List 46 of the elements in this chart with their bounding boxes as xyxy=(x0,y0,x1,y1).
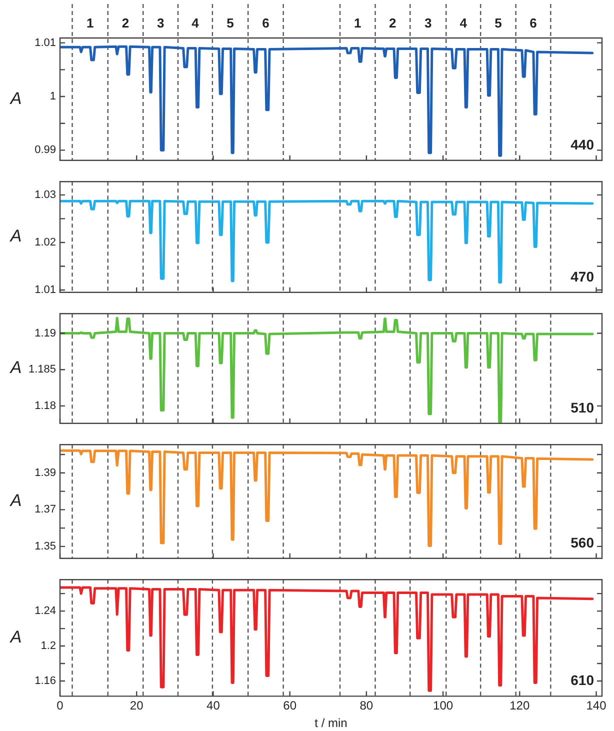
y-tick-label: 1.16 xyxy=(34,675,56,688)
x-tick-label: 0 xyxy=(56,698,64,713)
text: 1 xyxy=(86,16,94,31)
y-axis-title: A xyxy=(9,358,22,378)
x-axis-title: t / min xyxy=(314,716,348,730)
y-axis-title: A xyxy=(9,628,22,647)
text: 5 xyxy=(226,16,234,31)
text: 5 xyxy=(494,16,502,31)
text: 560 xyxy=(570,534,594,550)
text: 1 xyxy=(354,16,362,31)
x-tick-label: 60 xyxy=(283,698,297,713)
y-tick-label: 1.185 xyxy=(28,364,56,376)
text: 2 xyxy=(122,16,130,31)
y-tick-label: 1 xyxy=(50,90,56,103)
y-axis-title: A xyxy=(9,491,22,510)
y-axis-title: A xyxy=(9,226,22,246)
y-tick-label: 1.35 xyxy=(34,540,56,552)
y-tick-label: 1.03 xyxy=(34,188,56,201)
y-tick-label: 1.37 xyxy=(34,504,56,516)
x-tick-label: 100 xyxy=(433,698,454,713)
y-tick-label: 1.39 xyxy=(34,466,56,479)
text: 2 xyxy=(389,16,396,31)
y-tick-label: 1.02 xyxy=(34,236,56,248)
text: 3 xyxy=(156,16,164,31)
y-tick-label: 1.18 xyxy=(34,400,56,412)
text: 440 xyxy=(570,136,594,152)
text: 6 xyxy=(262,16,270,31)
y-tick-label: 0.99 xyxy=(34,144,56,156)
x-tick-label: 40 xyxy=(206,698,220,713)
text: 4 xyxy=(192,16,200,31)
y-tick-label: 1.01 xyxy=(34,284,56,296)
x-tick-label: 140 xyxy=(586,698,607,713)
y-tick-label: 1.24 xyxy=(34,605,56,618)
text: 3 xyxy=(424,16,432,31)
text: 470 xyxy=(570,268,594,284)
text: 510 xyxy=(570,399,594,416)
text: 6 xyxy=(530,16,537,31)
x-tick-label: 20 xyxy=(130,698,144,713)
y-tick-label: 1.01 xyxy=(34,36,56,49)
y-axis-title: A xyxy=(9,88,22,108)
x-tick-label: 120 xyxy=(510,698,530,713)
y-tick-label: 1.2 xyxy=(40,640,56,652)
y-tick-label: 1.19 xyxy=(34,327,56,340)
text: 4 xyxy=(460,16,468,31)
x-tick-label: 80 xyxy=(360,698,374,713)
text: 610 xyxy=(570,672,594,688)
